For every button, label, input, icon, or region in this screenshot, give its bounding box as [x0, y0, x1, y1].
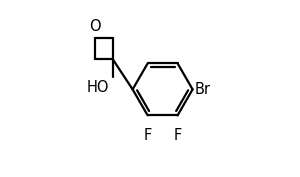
Text: F: F — [173, 128, 182, 143]
Text: HO: HO — [86, 80, 109, 95]
Text: Br: Br — [195, 82, 211, 97]
Text: F: F — [143, 128, 152, 143]
Text: O: O — [89, 19, 100, 33]
